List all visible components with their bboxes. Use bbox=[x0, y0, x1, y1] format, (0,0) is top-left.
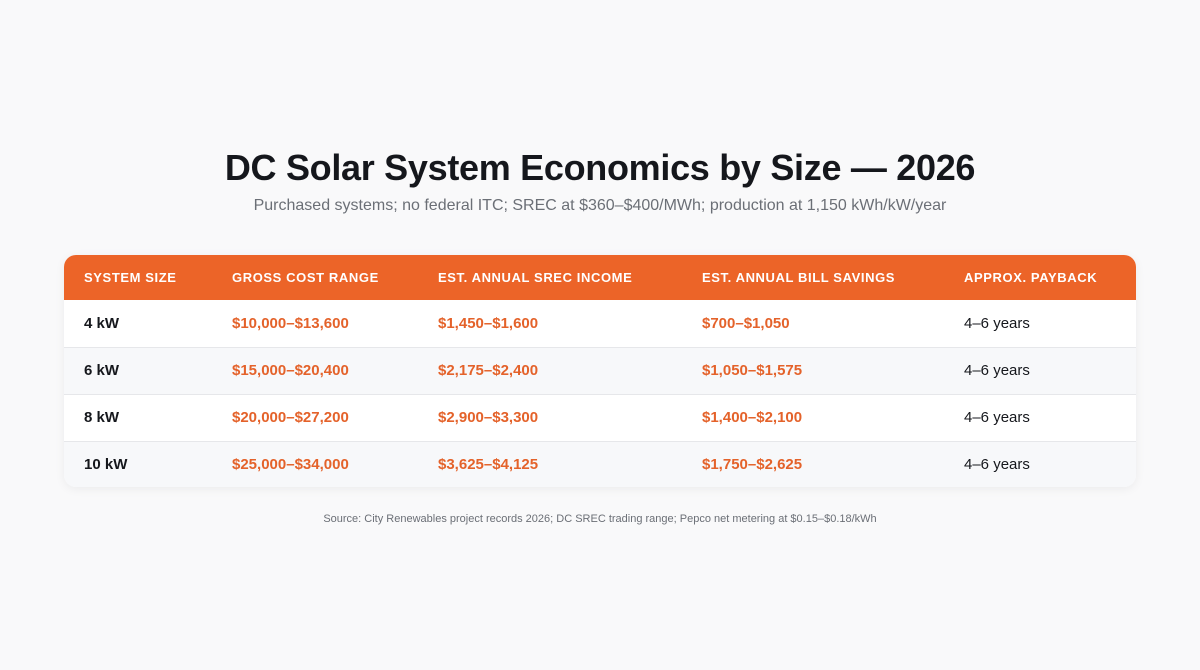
cell-bill-savings: $700–$1,050 bbox=[702, 314, 790, 332]
chart-subtitle: Purchased systems; no federal ITC; SREC … bbox=[253, 197, 947, 214]
cell-bill-savings: $1,400–$2,100 bbox=[702, 409, 803, 426]
economics-table: SYSTEM SIZE GROSS COST RANGE EST. ANNUAL… bbox=[64, 255, 1136, 487]
cell-gross-cost: $25,000–$34,000 bbox=[232, 456, 349, 474]
table-row: 10 kW $25,000–$34,000 $3,625–$4,125 $1,7… bbox=[64, 441, 1136, 487]
cell-srec-income: $1,450–$1,600 bbox=[438, 314, 539, 332]
cell-bill-savings: $1,750–$2,625 bbox=[702, 456, 803, 474]
cell-system-size: 8 kW bbox=[84, 409, 120, 426]
chart-title: DC Solar System Economics by Size — 2026 bbox=[224, 147, 976, 188]
table-row: 4 kW $10,000–$13,600 $1,450–$1,600 $700–… bbox=[64, 300, 1136, 347]
header-system-size: SYSTEM SIZE bbox=[84, 270, 177, 285]
cell-payback: 4–6 years bbox=[964, 409, 1030, 426]
cell-payback: 4–6 years bbox=[964, 314, 1030, 332]
cell-system-size: 6 kW bbox=[84, 362, 120, 379]
table-row: 8 kW $20,000–$27,200 $2,900–$3,300 $1,40… bbox=[64, 394, 1136, 441]
table-row: 6 kW $15,000–$20,400 $2,175–$2,400 $1,05… bbox=[64, 347, 1136, 394]
cell-system-size: 10 kW bbox=[84, 456, 128, 474]
cell-gross-cost: $20,000–$27,200 bbox=[232, 409, 349, 426]
header-approx-payback: APPROX. PAYBACK bbox=[964, 270, 1098, 285]
cell-payback: 4–6 years bbox=[964, 456, 1030, 474]
header-gross-cost-range: GROSS COST RANGE bbox=[232, 270, 379, 285]
header-annual-bill-savings: EST. ANNUAL BILL SAVINGS bbox=[702, 270, 896, 285]
cell-payback: 4–6 years bbox=[964, 362, 1030, 379]
cell-bill-savings: $1,050–$1,575 bbox=[702, 362, 803, 379]
header-annual-srec-income: EST. ANNUAL SREC INCOME bbox=[438, 270, 633, 285]
source-note: Source: City Renewables project records … bbox=[323, 513, 877, 525]
cell-gross-cost: $10,000–$13,600 bbox=[232, 314, 349, 332]
cell-srec-income: $2,175–$2,400 bbox=[438, 362, 539, 379]
table-header-row: SYSTEM SIZE GROSS COST RANGE EST. ANNUAL… bbox=[64, 255, 1136, 300]
economics-table-card: SYSTEM SIZE GROSS COST RANGE EST. ANNUAL… bbox=[64, 255, 1136, 487]
cell-srec-income: $3,625–$4,125 bbox=[438, 456, 539, 474]
cell-srec-income: $2,900–$3,300 bbox=[438, 409, 539, 426]
cell-gross-cost: $15,000–$20,400 bbox=[232, 362, 349, 379]
cell-system-size: 4 kW bbox=[84, 314, 120, 332]
